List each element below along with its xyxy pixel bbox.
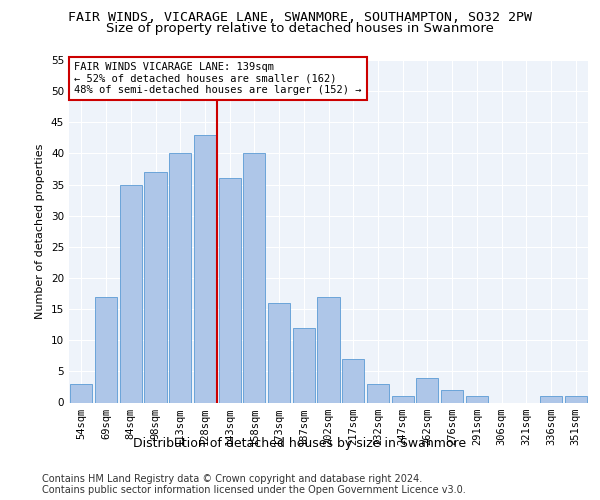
Bar: [293, 328, 315, 402]
Bar: [416, 378, 439, 402]
Bar: [119, 184, 142, 402]
Text: FAIR WINDS VICARAGE LANE: 139sqm
← 52% of detached houses are smaller (162)
48% : FAIR WINDS VICARAGE LANE: 139sqm ← 52% o…: [74, 62, 362, 95]
Bar: [70, 384, 92, 402]
Bar: [145, 172, 167, 402]
Bar: [194, 134, 216, 402]
Bar: [317, 296, 340, 403]
Bar: [342, 359, 364, 403]
Bar: [268, 303, 290, 402]
Bar: [392, 396, 414, 402]
Bar: [540, 396, 562, 402]
Bar: [367, 384, 389, 402]
Bar: [243, 154, 265, 402]
Bar: [95, 296, 117, 403]
Text: Contains HM Land Registry data © Crown copyright and database right 2024.: Contains HM Land Registry data © Crown c…: [42, 474, 422, 484]
Text: Contains public sector information licensed under the Open Government Licence v3: Contains public sector information licen…: [42, 485, 466, 495]
Y-axis label: Number of detached properties: Number of detached properties: [35, 144, 46, 319]
Text: Distribution of detached houses by size in Swanmore: Distribution of detached houses by size …: [133, 438, 467, 450]
Bar: [169, 154, 191, 402]
Bar: [466, 396, 488, 402]
Text: FAIR WINDS, VICARAGE LANE, SWANMORE, SOUTHAMPTON, SO32 2PW: FAIR WINDS, VICARAGE LANE, SWANMORE, SOU…: [68, 11, 532, 24]
Bar: [441, 390, 463, 402]
Bar: [565, 396, 587, 402]
Text: Size of property relative to detached houses in Swanmore: Size of property relative to detached ho…: [106, 22, 494, 35]
Bar: [218, 178, 241, 402]
